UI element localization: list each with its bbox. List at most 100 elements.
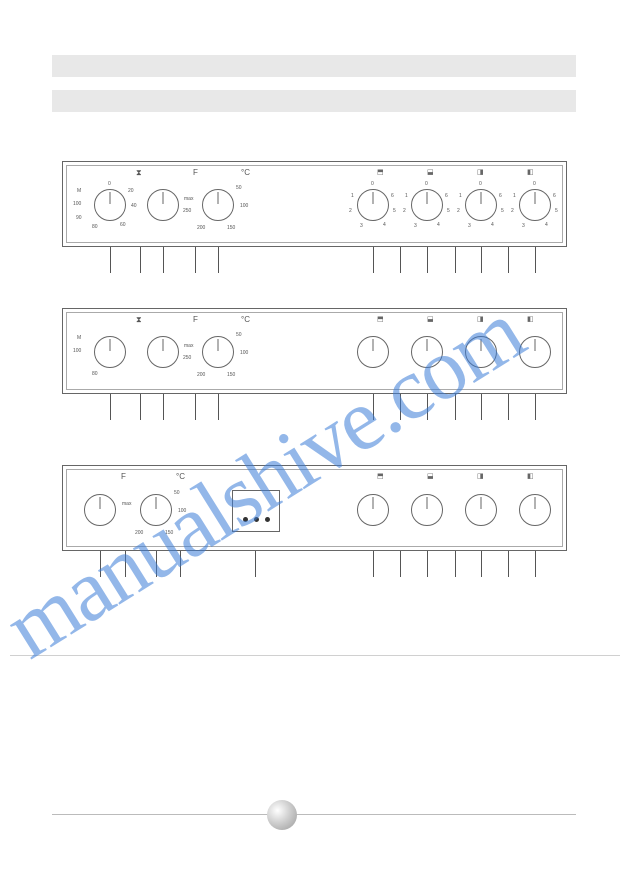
burner-knob[interactable] (411, 336, 443, 368)
dial-label: 5 (555, 208, 558, 214)
leader (508, 551, 509, 577)
function-label: F (121, 472, 126, 481)
burner-knob-2[interactable] (411, 189, 443, 221)
burner-knob[interactable] (519, 336, 551, 368)
leader (400, 551, 401, 577)
dial-label: 5 (393, 208, 396, 214)
leader (255, 551, 256, 577)
function-knob[interactable] (147, 189, 179, 221)
temp-knob[interactable] (202, 336, 234, 368)
burner-knob[interactable] (357, 336, 389, 368)
temp-label: °C (241, 315, 250, 324)
dial-label: 6 (499, 193, 502, 199)
dial-label: 6 (553, 193, 556, 199)
dial-label: 2 (511, 208, 514, 214)
dial-label: 150 (227, 225, 235, 231)
dial-label: 6 (391, 193, 394, 199)
leader (163, 247, 164, 273)
function-label: F (193, 315, 198, 324)
leader (481, 247, 482, 273)
dial-label: 5 (501, 208, 504, 214)
leader (535, 247, 536, 273)
burner-knob-1[interactable] (357, 189, 389, 221)
leader (400, 394, 401, 420)
dial-label: 4 (437, 222, 440, 228)
function-label: F (193, 168, 198, 177)
burner-sym-3: ◨ (477, 168, 484, 176)
leader (535, 394, 536, 420)
dial-label: 80 (92, 371, 98, 377)
dial-label: 3 (468, 223, 471, 229)
function-knob[interactable] (84, 494, 116, 526)
leader (481, 551, 482, 577)
leader (373, 551, 374, 577)
dial-label: 100 (73, 201, 81, 207)
burner-knob[interactable] (465, 336, 497, 368)
dial-label: 200 (197, 225, 205, 231)
section-divider (10, 655, 620, 656)
leader (125, 551, 126, 577)
leader (427, 551, 428, 577)
burner-knob[interactable] (411, 494, 443, 526)
temp-label: °C (241, 168, 250, 177)
dial-label: 100 (178, 508, 186, 514)
burner-sym-1: ⬒ (377, 168, 384, 176)
leader (180, 551, 181, 577)
leader (163, 394, 164, 420)
dial-label: 90 (76, 215, 82, 221)
page-sphere-icon (267, 800, 297, 830)
dial-label: 20 (128, 188, 134, 194)
burner-knob[interactable] (519, 494, 551, 526)
dial-label: 100 (240, 203, 248, 209)
dial-label: 4 (545, 222, 548, 228)
burner-knob[interactable] (465, 494, 497, 526)
burner-sym: ◧ (527, 472, 534, 480)
dial-label: 0 (479, 181, 482, 187)
dial-label: 200 (135, 530, 143, 536)
dial-label: 0 (371, 181, 374, 187)
leader (195, 247, 196, 273)
leader (400, 247, 401, 273)
footer-line (52, 814, 576, 815)
timer-knob[interactable] (94, 189, 126, 221)
dial-label: M (77, 335, 81, 341)
leader (140, 247, 141, 273)
leader (156, 551, 157, 577)
leader (508, 247, 509, 273)
leader (140, 394, 141, 420)
burner-knob-3[interactable] (465, 189, 497, 221)
dial-label: 250 (183, 355, 191, 361)
dial-label: 100 (240, 350, 248, 356)
burner-sym: ◨ (477, 315, 484, 323)
function-knob[interactable] (147, 336, 179, 368)
dial-label: 150 (165, 530, 173, 536)
dial-label: 150 (227, 372, 235, 378)
burner-knob[interactable] (357, 494, 389, 526)
burner-sym-2: ⬓ (427, 168, 434, 176)
leader (110, 247, 111, 273)
leader (535, 551, 536, 577)
header-bar-2 (52, 90, 576, 112)
dial-label: 5 (447, 208, 450, 214)
timer-icon: ⧗ (136, 168, 142, 178)
dial-label: 3 (522, 223, 525, 229)
dial-label: 2 (457, 208, 460, 214)
burner-sym: ⬓ (427, 315, 434, 323)
leader (455, 394, 456, 420)
dial-label: 3 (360, 223, 363, 229)
dial-label: 4 (491, 222, 494, 228)
dial-label: 0 (108, 181, 111, 187)
timer-knob[interactable] (94, 336, 126, 368)
burner-sym: ◨ (477, 472, 484, 480)
temp-label: °C (176, 472, 185, 481)
temp-knob[interactable] (140, 494, 172, 526)
clock-display (232, 490, 280, 532)
burner-sym: ◧ (527, 315, 534, 323)
leader (195, 394, 196, 420)
leader (481, 394, 482, 420)
temp-knob[interactable] (202, 189, 234, 221)
burner-knob-4[interactable] (519, 189, 551, 221)
dial-label: 2 (403, 208, 406, 214)
dial-label: 50 (174, 490, 180, 496)
dial-label: 1 (351, 193, 354, 199)
